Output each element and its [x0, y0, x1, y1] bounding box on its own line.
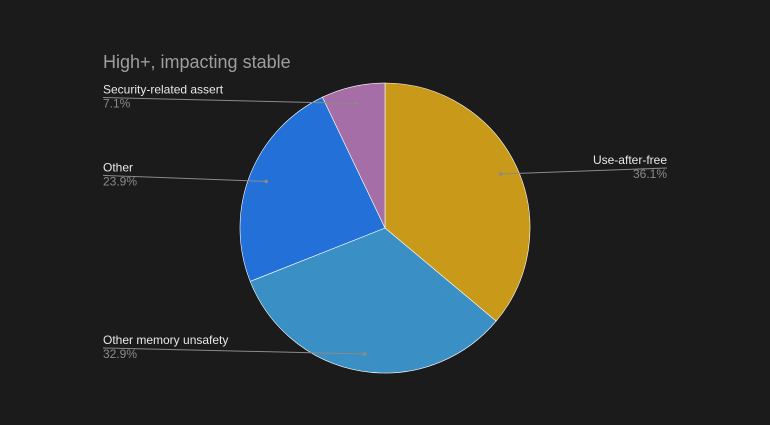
leader-dot-security-related-assert — [354, 101, 359, 106]
slice-label-security-related-assert: Security-related assert — [103, 83, 224, 97]
pie-slice-other — [239, 96, 386, 282]
leader-line-other-memory-unsafety — [102, 347, 365, 355]
leader-dot-other — [264, 179, 269, 184]
slice-percent-security-related-assert: 7.1% — [103, 97, 131, 111]
chart-title: High+, impacting stable — [103, 52, 291, 72]
leader-dot-use-after-free — [498, 172, 503, 176]
slice-percent-use-after-free: 36.1% — [633, 167, 667, 181]
leader-dot-other-memory-unsafety — [362, 352, 367, 356]
pie-slices — [239, 82, 531, 374]
leader-line-security-related-assert — [102, 97, 357, 105]
slice-percent-other-memory-unsafety: 32.9% — [103, 347, 137, 361]
slice-percent-other: 23.9% — [103, 174, 137, 188]
pie-slice-other-memory-unsafety — [249, 227, 497, 374]
slice-label-use-after-free: Use-after-free — [593, 153, 667, 167]
slice-label-other: Other — [103, 160, 133, 174]
leader-line-other — [102, 174, 267, 182]
pie-slice-security-related-assert — [322, 82, 386, 229]
leader-line-use-after-free — [500, 167, 668, 175]
slice-label-other-memory-unsafety: Other memory unsafety — [103, 333, 228, 347]
leader-lines — [102, 97, 668, 356]
pie-slice-use-after-free — [384, 82, 531, 322]
